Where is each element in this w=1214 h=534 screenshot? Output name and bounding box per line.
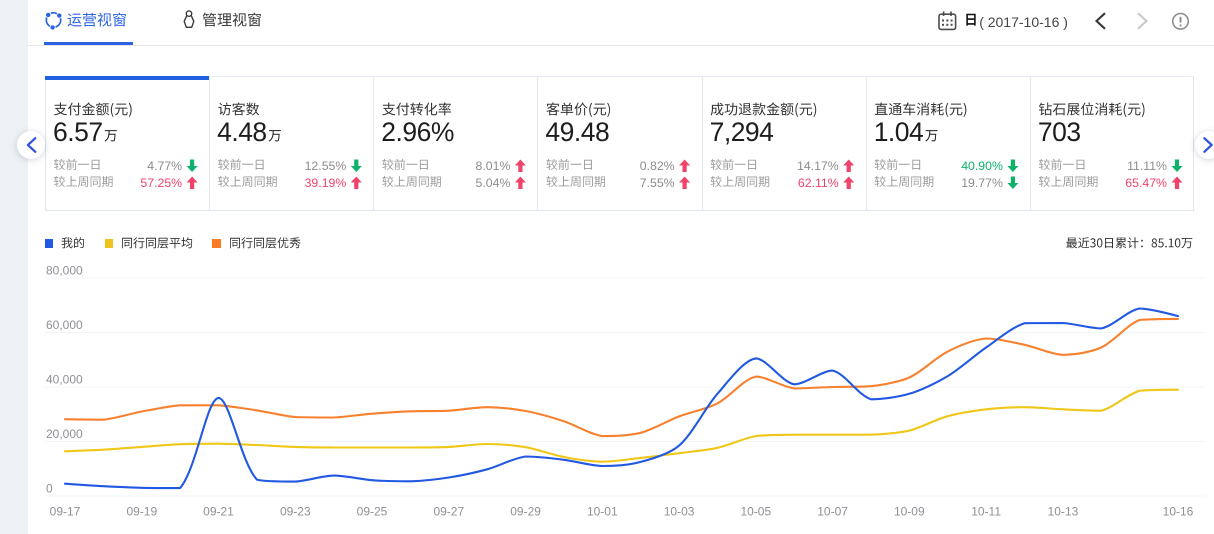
svg-text:09-27: 09-27 (433, 505, 464, 519)
svg-text:20,000: 20,000 (46, 427, 83, 441)
svg-text:80,000: 80,000 (46, 264, 83, 278)
svg-text:10-03: 10-03 (664, 505, 695, 519)
svg-text:0: 0 (46, 482, 53, 496)
svg-text:10-16: 10-16 (1163, 505, 1194, 519)
svg-text:09-19: 09-19 (126, 505, 157, 519)
svg-text:10-11: 10-11 (971, 505, 1001, 519)
svg-text:10-13: 10-13 (1048, 505, 1079, 519)
svg-text:40,000: 40,000 (46, 373, 83, 387)
svg-text:10-05: 10-05 (740, 505, 771, 519)
svg-text:09-29: 09-29 (510, 505, 541, 519)
svg-text:10-09: 10-09 (894, 505, 925, 519)
svg-text:09-23: 09-23 (280, 505, 311, 519)
svg-text:60,000: 60,000 (46, 318, 83, 332)
svg-text:09-25: 09-25 (357, 505, 388, 519)
svg-text:10-01: 10-01 (587, 505, 618, 519)
svg-text:09-21: 09-21 (203, 505, 234, 519)
svg-text:10-07: 10-07 (817, 505, 848, 519)
svg-text:09-17: 09-17 (50, 505, 81, 519)
